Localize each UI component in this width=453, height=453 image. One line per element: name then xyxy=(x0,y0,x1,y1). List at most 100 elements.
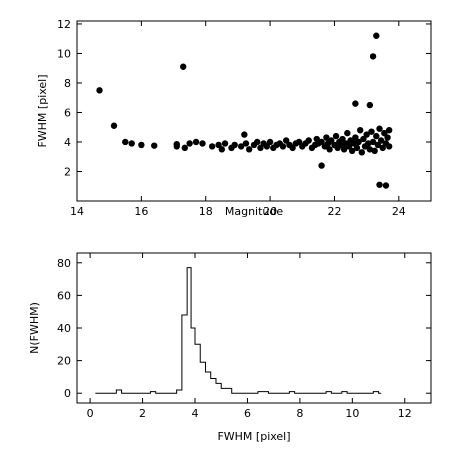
data-point xyxy=(365,140,372,147)
x-tick-label: 12 xyxy=(398,407,412,420)
data-point xyxy=(348,147,356,155)
data-point xyxy=(369,138,377,146)
y-tick-label: 6 xyxy=(64,106,71,119)
scatter-x-axis: 14 16 18 20 22 24 xyxy=(70,21,406,218)
data-point xyxy=(181,144,189,152)
data-point xyxy=(344,129,351,137)
data-point xyxy=(242,140,250,147)
histogram-chart: 0 2 4 6 8 10 12 0 20 40 60 80 FWHM [pixel] N(FWHM) xyxy=(28,252,432,443)
data-point xyxy=(128,140,135,147)
scatter-y-axis-label: FWHM [pixel] xyxy=(36,74,49,147)
y-tick-label: 0 xyxy=(64,387,71,400)
data-point xyxy=(358,149,366,156)
x-tick-label: 6 xyxy=(244,407,251,420)
data-point xyxy=(257,144,264,152)
scatter-points xyxy=(96,32,393,189)
x-tick-label: 14 xyxy=(70,205,84,218)
x-tick-label: 4 xyxy=(192,407,199,420)
histogram-step-line xyxy=(95,267,382,394)
data-point xyxy=(266,138,274,146)
data-point xyxy=(340,146,348,153)
scatter-y-axis: 2 4 6 8 10 12 xyxy=(57,18,431,178)
data-point xyxy=(208,143,216,150)
x-tick-label: 10 xyxy=(345,407,359,420)
histogram-plot-frame xyxy=(76,252,432,404)
y-tick-label: 2 xyxy=(64,165,71,178)
data-point xyxy=(381,129,388,137)
x-tick-label: 0 xyxy=(87,407,94,420)
data-point xyxy=(357,126,364,134)
data-point xyxy=(318,162,325,169)
data-point xyxy=(218,146,226,153)
y-tick-label: 10 xyxy=(57,47,71,60)
data-point xyxy=(371,147,378,155)
data-point xyxy=(245,146,253,153)
data-point xyxy=(289,144,296,152)
data-point xyxy=(366,101,374,109)
data-point xyxy=(110,122,118,129)
data-point xyxy=(373,132,380,140)
y-tick-label: 80 xyxy=(57,257,71,270)
data-point xyxy=(305,137,312,144)
data-point xyxy=(192,138,200,146)
data-point xyxy=(326,146,333,153)
data-point xyxy=(295,138,303,146)
data-point xyxy=(237,143,245,150)
x-tick-label: 2 xyxy=(139,407,146,420)
data-point xyxy=(376,181,383,188)
y-tick-label: 4 xyxy=(64,136,71,149)
data-point xyxy=(332,132,340,140)
data-point xyxy=(221,140,229,147)
histogram-x-axis: 0 2 4 6 8 10 12 xyxy=(87,253,412,420)
data-point xyxy=(355,138,362,146)
x-tick-label: 18 xyxy=(199,205,213,218)
data-point xyxy=(151,142,158,149)
y-tick-label: 60 xyxy=(57,289,71,302)
data-point xyxy=(180,63,187,70)
data-point xyxy=(337,141,345,149)
data-point xyxy=(96,87,103,94)
data-point xyxy=(318,138,325,146)
data-point xyxy=(345,143,353,150)
data-point xyxy=(368,128,375,135)
data-point xyxy=(352,134,359,141)
histogram-x-axis-label: FWHM [pixel] xyxy=(217,430,290,443)
data-point xyxy=(138,141,145,149)
data-point xyxy=(379,144,386,152)
data-point xyxy=(241,131,248,138)
histogram-y-axis: 0 20 40 60 80 xyxy=(57,257,431,400)
data-point xyxy=(353,144,361,152)
data-point xyxy=(384,134,391,141)
data-point xyxy=(385,126,393,134)
data-point xyxy=(369,53,377,60)
x-tick-label: 16 xyxy=(134,205,148,218)
data-point xyxy=(254,138,261,146)
x-tick-label: 20 xyxy=(263,205,277,218)
y-tick-label: 12 xyxy=(57,18,71,31)
y-tick-label: 20 xyxy=(57,355,71,368)
x-tick-label: 22 xyxy=(327,205,341,218)
data-point xyxy=(376,125,383,132)
data-point xyxy=(122,138,129,146)
data-point xyxy=(282,137,290,144)
data-point xyxy=(350,140,357,147)
data-point xyxy=(385,143,393,150)
x-tick-label: 8 xyxy=(296,407,303,420)
data-point xyxy=(173,140,180,148)
data-point xyxy=(373,32,380,39)
data-point xyxy=(199,140,206,147)
data-point xyxy=(186,140,193,147)
y-tick-label: 8 xyxy=(64,77,71,90)
data-point xyxy=(374,141,382,149)
data-point xyxy=(215,141,222,149)
data-point xyxy=(328,137,335,144)
data-point xyxy=(366,146,374,153)
data-point xyxy=(382,182,390,189)
histogram-y-axis-label: N(FWHM) xyxy=(28,302,41,354)
scatter-plot-frame xyxy=(76,20,432,202)
data-point xyxy=(263,143,271,150)
data-point xyxy=(323,134,330,141)
data-point xyxy=(360,135,367,143)
